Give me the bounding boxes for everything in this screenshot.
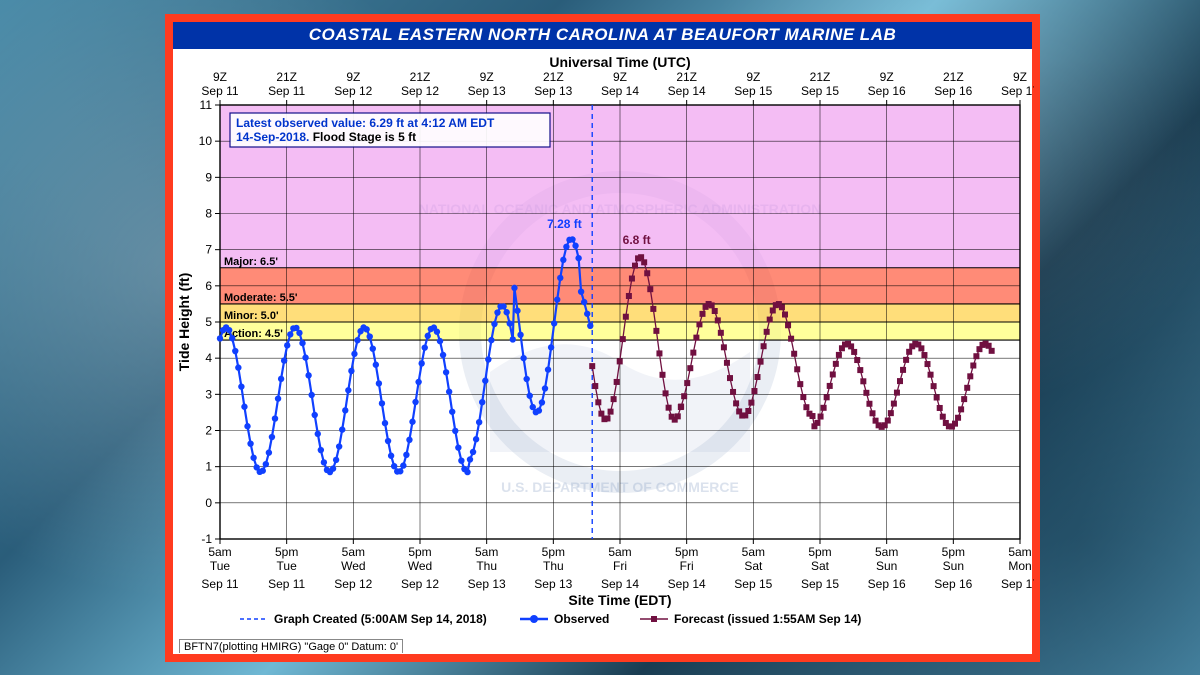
svg-text:Forecast (issued 1:55AM Sep 14: Forecast (issued 1:55AM Sep 14): [674, 612, 861, 626]
svg-text:Tide Height (ft): Tide Height (ft): [176, 273, 192, 372]
svg-text:5am: 5am: [208, 545, 231, 559]
svg-text:21Z: 21Z: [810, 70, 831, 84]
svg-text:Moderate: 5.5': Moderate: 5.5': [224, 292, 298, 304]
svg-text:Thu: Thu: [543, 559, 564, 573]
svg-text:Sep 15: Sep 15: [801, 84, 839, 98]
svg-text:5am: 5am: [1008, 545, 1031, 559]
svg-text:5pm: 5pm: [275, 545, 298, 559]
svg-text:5am: 5am: [475, 545, 498, 559]
svg-text:5am: 5am: [608, 545, 631, 559]
svg-text:5pm: 5pm: [808, 545, 831, 559]
svg-text:Sep 13: Sep 13: [534, 84, 572, 98]
svg-text:Sep 17: Sep 17: [1001, 84, 1034, 98]
svg-text:5am: 5am: [342, 545, 365, 559]
chart-frame: COASTAL EASTERN NORTH CAROLINA AT BEAUFO…: [165, 14, 1040, 662]
svg-text:21Z: 21Z: [543, 70, 564, 84]
svg-text:21Z: 21Z: [276, 70, 297, 84]
svg-text:Sat: Sat: [744, 559, 763, 573]
svg-text:Site Time (EDT): Site Time (EDT): [568, 592, 671, 608]
svg-text:7: 7: [205, 243, 212, 257]
svg-text:Graph Created (5:00AM Sep 14,: Graph Created (5:00AM Sep 14, 2018): [274, 612, 487, 626]
svg-text:1: 1: [205, 460, 212, 474]
svg-text:5am: 5am: [875, 545, 898, 559]
svg-text:Sun: Sun: [943, 559, 964, 573]
svg-text:Latest observed value: 6.29 ft: Latest observed value: 6.29 ft at 4:12 A…: [236, 116, 495, 130]
svg-text:Sep 16: Sep 16: [934, 84, 972, 98]
svg-text:4: 4: [205, 351, 212, 365]
svg-text:9Z: 9Z: [1013, 70, 1027, 84]
chart-panel: COASTAL EASTERN NORTH CAROLINA AT BEAUFO…: [173, 22, 1032, 654]
svg-text:7.28 ft: 7.28 ft: [547, 217, 582, 231]
svg-text:Sep 11: Sep 11: [201, 84, 238, 98]
svg-text:Observed: Observed: [554, 612, 609, 626]
svg-text:0: 0: [205, 496, 212, 510]
svg-text:11: 11: [200, 98, 213, 112]
svg-text:3: 3: [205, 387, 212, 401]
svg-text:Sep 16: Sep 16: [868, 84, 906, 98]
svg-text:9Z: 9Z: [346, 70, 360, 84]
svg-text:21Z: 21Z: [943, 70, 964, 84]
svg-text:Fri: Fri: [613, 559, 627, 573]
svg-text:Sep 14: Sep 14: [668, 577, 706, 591]
svg-text:5pm: 5pm: [408, 545, 431, 559]
svg-text:Universal Time (UTC): Universal Time (UTC): [549, 54, 690, 70]
svg-text:Sep 11: Sep 11: [268, 84, 305, 98]
svg-text:9Z: 9Z: [480, 70, 494, 84]
svg-text:Fri: Fri: [680, 559, 694, 573]
svg-text:Sep 13: Sep 13: [534, 577, 572, 591]
svg-text:Sep 16: Sep 16: [934, 577, 972, 591]
chart-area: NATIONAL OCEANIC AND ATMOSPHERIC ADMINIS…: [175, 51, 1030, 655]
svg-text:5pm: 5pm: [942, 545, 965, 559]
svg-text:Thu: Thu: [476, 559, 497, 573]
svg-text:Major: 6.5': Major: 6.5': [224, 256, 278, 268]
svg-text:Sep 11: Sep 11: [201, 577, 238, 591]
svg-text:Sep 17: Sep 17: [1001, 577, 1034, 591]
svg-text:5pm: 5pm: [542, 545, 565, 559]
svg-text:-1: -1: [201, 532, 212, 546]
svg-text:Sep 14: Sep 14: [668, 84, 706, 98]
footer-meta: BFTN7(plotting HMIRG) "Gage 0" Datum: 0': [179, 639, 403, 653]
svg-text:Tue: Tue: [277, 559, 298, 573]
svg-text:Minor: 5.0': Minor: 5.0': [224, 310, 279, 322]
svg-text:Sep 15: Sep 15: [734, 84, 772, 98]
svg-text:Sep 16: Sep 16: [868, 577, 906, 591]
svg-text:6.8 ft: 6.8 ft: [623, 233, 651, 247]
svg-text:6: 6: [205, 279, 212, 293]
svg-text:Sep 11: Sep 11: [268, 577, 305, 591]
svg-text:10: 10: [199, 134, 213, 148]
svg-text:Sun: Sun: [876, 559, 897, 573]
svg-text:Wed: Wed: [408, 559, 432, 573]
svg-text:5am: 5am: [742, 545, 765, 559]
svg-text:9: 9: [205, 170, 212, 184]
svg-text:2: 2: [205, 424, 212, 438]
svg-text:Sep 13: Sep 13: [468, 84, 506, 98]
svg-text:21Z: 21Z: [676, 70, 697, 84]
svg-text:Sep 12: Sep 12: [401, 84, 439, 98]
svg-text:Sep 15: Sep 15: [734, 577, 772, 591]
svg-text:Mon: Mon: [1008, 559, 1031, 573]
svg-text:8: 8: [205, 207, 212, 221]
svg-text:Sep 13: Sep 13: [468, 577, 506, 591]
svg-text:Sep 15: Sep 15: [801, 577, 839, 591]
svg-text:5pm: 5pm: [675, 545, 698, 559]
svg-text:Sep 12: Sep 12: [401, 577, 439, 591]
svg-text:Sep 14: Sep 14: [601, 84, 639, 98]
svg-text:9Z: 9Z: [613, 70, 627, 84]
svg-text:Tue: Tue: [210, 559, 231, 573]
svg-text:9Z: 9Z: [746, 70, 760, 84]
svg-text:Sat: Sat: [811, 559, 830, 573]
svg-text:9Z: 9Z: [213, 70, 227, 84]
svg-text:5: 5: [205, 315, 212, 329]
tide-chart-svg: NATIONAL OCEANIC AND ATMOSPHERIC ADMINIS…: [175, 51, 1034, 655]
svg-text:Sep 12: Sep 12: [334, 577, 372, 591]
chart-title: COASTAL EASTERN NORTH CAROLINA AT BEAUFO…: [173, 22, 1032, 49]
svg-text:Wed: Wed: [341, 559, 365, 573]
svg-text:9Z: 9Z: [880, 70, 894, 84]
svg-text:Sep 14: Sep 14: [601, 577, 639, 591]
svg-text:Sep 12: Sep 12: [334, 84, 372, 98]
svg-text:14-Sep-2018. Flood Stage is 5: 14-Sep-2018. Flood Stage is 5 ft: [236, 130, 416, 144]
svg-text:21Z: 21Z: [410, 70, 431, 84]
